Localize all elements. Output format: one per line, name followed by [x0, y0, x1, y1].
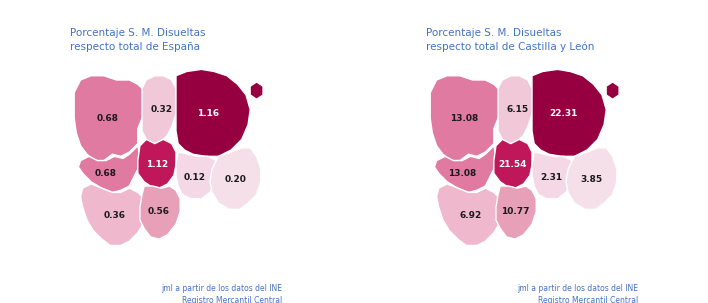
Polygon shape [437, 184, 502, 245]
Text: respecto total de España: respecto total de España [70, 42, 200, 52]
Text: 0.68: 0.68 [95, 169, 117, 178]
Text: 0.12: 0.12 [184, 173, 206, 182]
Polygon shape [498, 76, 532, 144]
Text: 0.56: 0.56 [148, 207, 170, 216]
Text: 10.77: 10.77 [501, 207, 530, 216]
Polygon shape [435, 146, 496, 192]
Text: 2.31: 2.31 [540, 173, 562, 182]
Polygon shape [250, 82, 263, 99]
Text: Registro Mercantil Central: Registro Mercantil Central [182, 296, 282, 303]
Text: 13.08: 13.08 [448, 169, 476, 178]
Text: 6.92: 6.92 [459, 211, 481, 220]
Text: respecto total de Castilla y León: respecto total de Castilla y León [426, 42, 594, 52]
Text: 3.85: 3.85 [581, 175, 603, 184]
Polygon shape [140, 186, 181, 239]
Text: 0.36: 0.36 [103, 211, 125, 220]
Text: jml a partir de los datos del INE: jml a partir de los datos del INE [517, 284, 638, 293]
Polygon shape [532, 152, 576, 199]
Polygon shape [606, 82, 619, 99]
Text: Registro Mercantil Central: Registro Mercantil Central [538, 296, 638, 303]
Text: Porcentaje S. M. Disueltas: Porcentaje S. M. Disueltas [70, 28, 205, 38]
Text: 22.31: 22.31 [549, 109, 578, 118]
Text: 0.68: 0.68 [97, 114, 119, 123]
Polygon shape [79, 146, 140, 192]
Polygon shape [566, 148, 617, 209]
Text: jml a partir de los datos del INE: jml a partir de los datos del INE [161, 284, 282, 293]
Text: 13.08: 13.08 [450, 114, 479, 123]
Text: 0.32: 0.32 [150, 105, 172, 114]
Polygon shape [176, 152, 220, 199]
Text: 1.16: 1.16 [197, 109, 219, 118]
Polygon shape [138, 139, 176, 188]
Text: 0.20: 0.20 [224, 175, 246, 184]
Polygon shape [496, 186, 536, 239]
Text: 6.15: 6.15 [506, 105, 528, 114]
Polygon shape [494, 139, 532, 188]
Polygon shape [142, 76, 176, 144]
Text: 1.12: 1.12 [146, 160, 168, 169]
Polygon shape [81, 184, 147, 245]
Polygon shape [74, 76, 147, 161]
Polygon shape [532, 69, 606, 156]
Polygon shape [210, 148, 261, 209]
Text: 21.54: 21.54 [498, 160, 527, 169]
Polygon shape [430, 76, 502, 161]
Polygon shape [176, 69, 250, 156]
Text: Porcentaje S. M. Disueltas: Porcentaje S. M. Disueltas [426, 28, 561, 38]
